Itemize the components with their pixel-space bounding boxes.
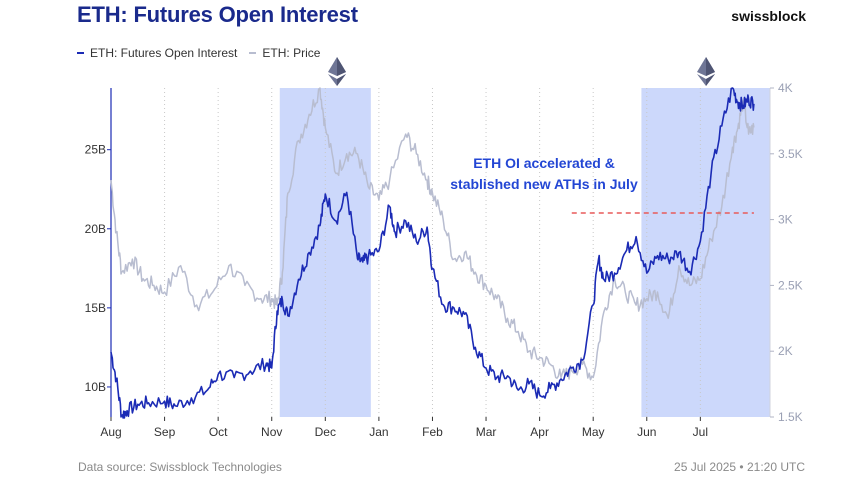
x-label-jun: Jun	[637, 425, 656, 439]
y-right-label-0: 1.5K	[778, 410, 803, 424]
legend-label-price: ETH: Price	[262, 46, 321, 60]
x-label-nov: Nov	[261, 425, 282, 439]
ethereum-icon	[697, 57, 715, 86]
legend-label-oi: ETH: Futures Open Interest	[90, 46, 238, 60]
legend-item-price[interactable]: ETH: Price	[249, 46, 320, 60]
x-label-jul: Jul	[693, 425, 708, 439]
x-label-aug: Aug	[100, 425, 121, 439]
y-right-label-1: 2K	[778, 344, 793, 358]
y-right-label-2: 2.5K	[778, 278, 803, 292]
x-label-feb: Feb	[422, 425, 443, 439]
x-label-jan: Jan	[369, 425, 388, 439]
ethereum-icon-bottom-shade	[706, 74, 715, 86]
y-left-label-1: 15B	[85, 301, 106, 315]
data-source: Data source: Swissblock Technologies	[78, 460, 282, 474]
x-label-sep: Sep	[154, 425, 176, 439]
brand-logo: swissblock	[731, 8, 806, 24]
legend-swatch-oi	[77, 52, 84, 54]
y-left-label-0: 10B	[85, 380, 106, 394]
ethereum-icon-bottom-shade	[337, 74, 346, 86]
y-left-label-3: 25B	[85, 143, 106, 157]
x-label-mar: Mar	[476, 425, 497, 439]
series-line-price	[110, 87, 755, 381]
annotation-line-2: stablished new ATHs in July	[450, 176, 638, 192]
y-right-label-3: 3K	[778, 213, 793, 227]
x-label-dec: Dec	[315, 425, 336, 439]
y-right-label-4: 3.5K	[778, 147, 803, 161]
annotation-line-1: ETH OI accelerated &	[473, 155, 615, 171]
x-label-apr: Apr	[530, 425, 549, 439]
timestamp: 25 Jul 2025 • 21:20 UTC	[674, 460, 805, 474]
series-line-oi	[110, 87, 755, 419]
page-title: ETH: Futures Open Interest	[77, 2, 358, 27]
ethereum-icon-top-shade	[706, 57, 715, 76]
chart-legend: ETH: Futures Open Interest ETH: Price	[77, 46, 320, 60]
x-label-oct: Oct	[209, 425, 228, 439]
x-label-may: May	[582, 425, 605, 439]
y-right-label-5: 4K	[778, 81, 793, 95]
y-left-label-2: 20B	[85, 222, 106, 236]
ethereum-icon-top-shade	[337, 57, 346, 76]
legend-item-oi[interactable]: ETH: Futures Open Interest	[77, 46, 237, 60]
ethereum-icon	[328, 57, 346, 86]
highlight-band-1	[641, 88, 770, 417]
legend-swatch-price	[249, 52, 257, 54]
